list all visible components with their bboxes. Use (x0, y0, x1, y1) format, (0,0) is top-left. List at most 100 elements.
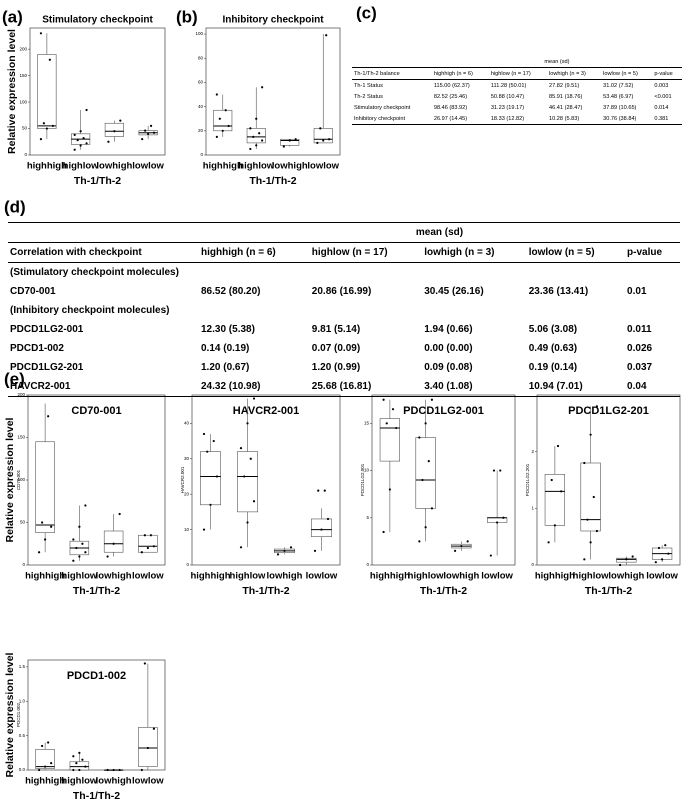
point (41, 744, 44, 748)
x-tick-label: highhigh (25, 571, 65, 582)
cell: 37.89 (10.65) (603, 104, 637, 111)
cell: 98.46 (83.92) (433, 104, 468, 111)
point (144, 129, 147, 132)
cell: 0.49 (0.63) (528, 343, 578, 354)
chart-title: PDCD1LG2-001 (403, 405, 484, 417)
row: (Inhibitory checkpoint molecules) (8, 301, 680, 320)
y-tick-label: 20 (184, 491, 190, 496)
point (146, 546, 149, 550)
chart-title: HAVCR2-001 (233, 405, 299, 417)
point (112, 768, 115, 772)
column-header: lowhigh (n = 3) (422, 242, 527, 263)
cell: 0.14 (0.19) (201, 343, 250, 354)
x-tick-label: highlow (408, 571, 444, 582)
x-tick-label: lowhigh (608, 571, 644, 582)
point (595, 405, 599, 408)
row: (Stimulatory checkpoint molecules) (8, 263, 680, 283)
x-tick-label: highhigh (370, 571, 410, 582)
point (45, 127, 48, 130)
point (325, 34, 328, 37)
point (78, 525, 81, 528)
y-tick-label: 0 (531, 562, 534, 567)
point (202, 528, 206, 531)
point (39, 138, 43, 141)
point (583, 461, 586, 465)
y-tick-label: 40 (184, 421, 190, 426)
point (556, 444, 560, 448)
point (460, 545, 463, 548)
point (79, 144, 82, 147)
chart-title: PDCD1-002 (67, 670, 126, 682)
point (78, 555, 81, 558)
point (143, 534, 146, 537)
cell: 9.81 (5.14) (311, 324, 361, 335)
point (39, 32, 43, 35)
plot-frame (27, 659, 166, 771)
y-axis-label: Relative expression level (4, 652, 16, 777)
box (138, 534, 158, 553)
point (326, 517, 330, 521)
point (221, 129, 224, 132)
point (76, 139, 79, 142)
header-cell: mean (sd) (544, 58, 570, 65)
point (631, 555, 634, 558)
y-axis-name: PDCD1LG2.001 (360, 463, 365, 496)
x-axis-label: Th-1/Th-2 (242, 585, 289, 597)
point (239, 447, 243, 450)
table-d: mean (sd) Correlation with checkpoint high… (8, 222, 680, 397)
x-tick-label: lowlow (132, 161, 164, 172)
y-axis-name: PDCD1.002 (16, 702, 21, 727)
panel-label: (b) (176, 7, 198, 26)
cell (8, 222, 199, 243)
cell: 46.41 (28.47) (549, 104, 583, 111)
point (496, 521, 499, 524)
plot-frame (29, 27, 166, 156)
y-tick-label: 10 (364, 468, 370, 473)
box (200, 451, 221, 506)
y-tick-label: 1.5 (19, 664, 26, 669)
x-tick-label: highlow (238, 161, 274, 172)
point (246, 422, 249, 425)
y-axis-name: HAVCR2.001 (180, 466, 185, 493)
point (427, 460, 430, 463)
header-row: mean (sd) (352, 56, 682, 68)
point (418, 540, 421, 543)
cell: 5.06 (3.08) (528, 324, 578, 335)
cell: <0.001 (654, 93, 672, 100)
x-axis-label: Th-1/Th-2 (249, 175, 296, 187)
point (82, 136, 85, 140)
point (209, 503, 212, 506)
header-cell: mean (sd) (199, 222, 680, 243)
point (215, 135, 218, 138)
point (313, 549, 317, 552)
y-axis-label: Relative expression level (4, 417, 16, 542)
chart-title: CD70-001 (71, 405, 121, 417)
box (237, 451, 258, 513)
point (249, 457, 252, 460)
point (328, 138, 331, 141)
box (104, 122, 124, 137)
y-tick-label: 1.0 (19, 698, 26, 703)
x-tick-label: lowlow (132, 571, 164, 582)
panel-label: (d) (4, 197, 26, 216)
point (113, 130, 116, 133)
y-tick-label: 100 (17, 477, 25, 482)
y-tick-label: 150 (19, 73, 27, 78)
x-tick-label: lowhigh (96, 571, 132, 582)
point (140, 768, 143, 772)
point (430, 507, 434, 510)
point (667, 552, 670, 555)
point (85, 142, 88, 145)
point (289, 546, 293, 549)
x-tick-label: highhigh (535, 571, 575, 582)
column-header: Th-1/Th-2 balance (352, 67, 432, 80)
point (48, 58, 51, 61)
box (213, 109, 233, 132)
cell: 3.40 (1.08) (422, 377, 527, 397)
point (44, 765, 47, 768)
y-axis-name: CD70.001 (16, 469, 21, 490)
column-row: Correlation with checkpoint highhigh (n =… (8, 242, 680, 263)
point (317, 489, 320, 492)
cell: Inhibitory checkpoint (352, 113, 432, 125)
point (72, 559, 75, 562)
